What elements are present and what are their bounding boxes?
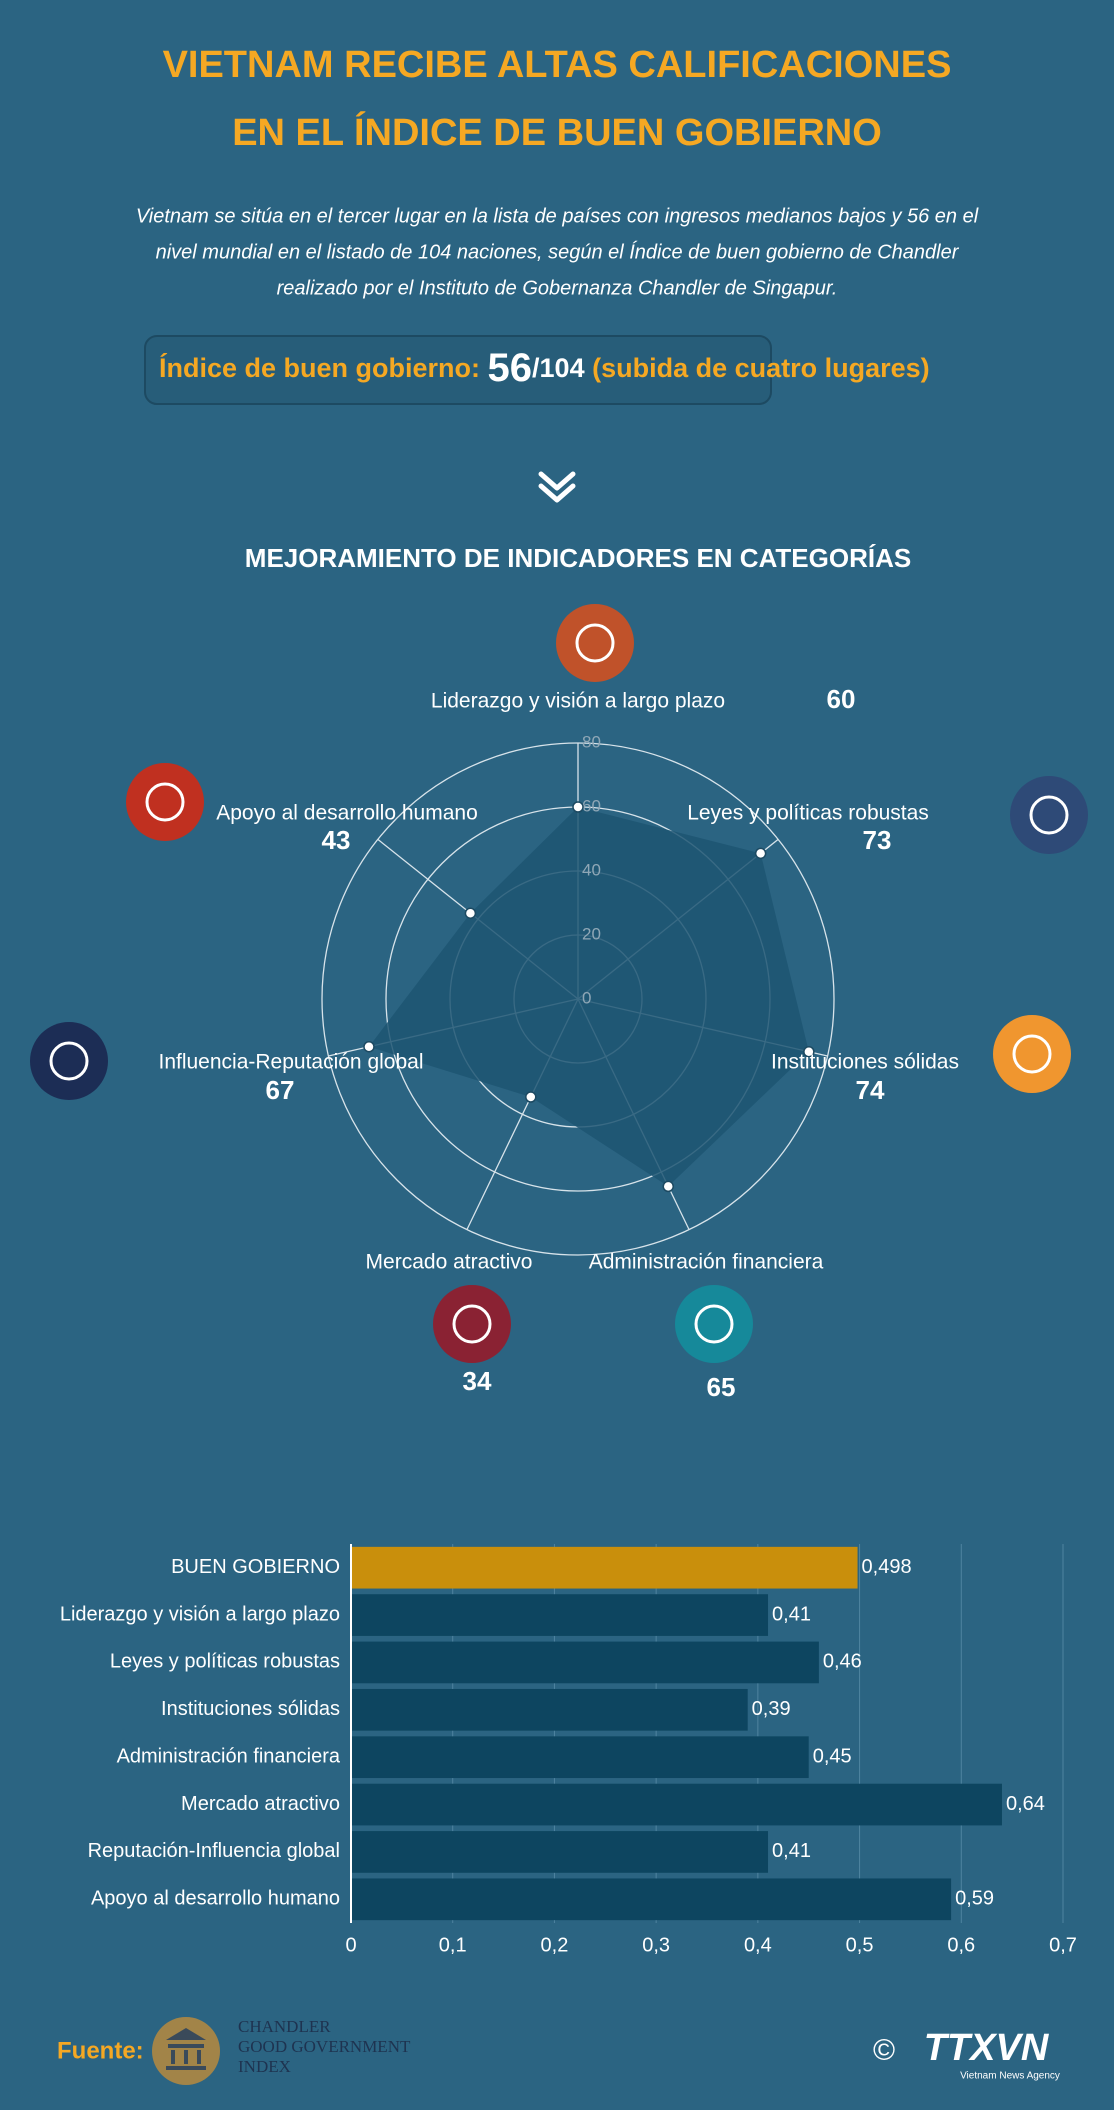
score-note: (subida de cuatro lugares): [592, 353, 930, 383]
value-label: 0,45: [813, 1745, 852, 1767]
radar-point: [803, 1045, 815, 1058]
value-label: 0,498: [862, 1556, 912, 1578]
x-tick-label: 0: [345, 1934, 356, 1956]
category-label: Instituciones sólidas: [771, 1051, 959, 1074]
x-tick-label: 0,7: [1049, 1934, 1077, 1956]
value-label: 73: [863, 825, 892, 855]
category-label: Administración financiera: [117, 1745, 341, 1767]
category-icon: [556, 604, 634, 682]
x-tick-label: 0,4: [744, 1934, 772, 1956]
category-label: Influencia-Reputación global: [158, 1051, 423, 1074]
category-label: Leyes y políticas robustas: [110, 1651, 340, 1673]
value-label: 34: [463, 1366, 492, 1396]
category-label: Liderazgo y visión a largo plazo: [431, 690, 725, 713]
x-tick-label: 0,2: [541, 1934, 569, 1956]
value-label: 0,59: [955, 1888, 994, 1910]
value-label: 67: [266, 1075, 295, 1105]
r-tick-label: 60: [582, 796, 601, 815]
x-tick-label: 0,1: [439, 1934, 467, 1956]
intro-line: realizado por el Instituto de Gobernanza…: [277, 277, 838, 299]
radar-area: [368, 807, 809, 1187]
category-icon: [126, 763, 204, 841]
value-label: 74: [856, 1075, 885, 1105]
category-icon-ring: [452, 1304, 492, 1344]
category-label: Administración financiera: [589, 1251, 824, 1274]
x-tick-label: 0,6: [947, 1934, 975, 1956]
score-total: /104: [532, 353, 585, 383]
value-label: 0,46: [823, 1651, 862, 1673]
bar: [351, 1641, 819, 1684]
category-icon-ring: [1029, 795, 1069, 835]
category-icon: [30, 1022, 108, 1100]
category-icon: [675, 1285, 753, 1363]
agency-sub: Vietnam News Agency: [960, 2071, 1060, 2082]
source-name: GOOD GOVERNMENT: [238, 2037, 411, 2056]
category-icon: [1010, 776, 1088, 854]
radar-title: MEJORAMIENTO DE INDICADORES EN CATEGORÍA…: [245, 543, 911, 573]
category-icon: [433, 1285, 511, 1363]
category-label: Liderazgo y visión a largo plazo: [60, 1603, 340, 1625]
agency: TTXVN: [924, 2027, 1050, 2069]
intro-line: nivel mundial en el listado de 104 nacio…: [156, 240, 960, 263]
category-icon-ring: [1012, 1034, 1052, 1074]
value-label: 0,41: [772, 1603, 811, 1625]
bar: [351, 1546, 858, 1589]
source-name: INDEX: [238, 2057, 291, 2076]
r-tick-label: 20: [582, 924, 601, 943]
value-label: 43: [322, 825, 351, 855]
source-logo-building: [166, 2028, 206, 2070]
source-label: Fuente:: [57, 2037, 144, 2064]
value-label: 65: [707, 1372, 736, 1402]
category-icon-ring: [575, 623, 615, 663]
radar-chart: 0 20 40 60 80 Liderazgo y visión a largo plaz…: [30, 604, 1088, 1402]
category-label: Leyes y políticas robustas: [687, 802, 929, 825]
score-box: [144, 335, 772, 405]
bar: [351, 1594, 769, 1636]
score-line: Índice de buen gobierno: 56/104 (subida …: [159, 346, 930, 390]
category-icon-ring: [694, 1304, 734, 1344]
category-label: Mercado atractivo: [181, 1793, 340, 1815]
value-label: 0,41: [772, 1840, 811, 1862]
value-label: 0,64: [1006, 1793, 1045, 1815]
category-icon-ring: [145, 782, 185, 822]
r-tick-label: 0: [582, 988, 591, 1007]
value-label: 0,39: [752, 1698, 791, 1720]
footer: Fuente: CHANDLER GOOD GOVERNMENT INDEX ©…: [57, 2017, 1060, 2085]
category-label: Apoyo al desarrollo humano: [91, 1888, 340, 1910]
chevron: [538, 471, 576, 503]
title-line: VIETNAM RECIBE ALTAS CALIFICACIONES: [163, 44, 952, 86]
copyright: ©: [873, 2034, 895, 2067]
radar-point: [572, 801, 584, 813]
radar-point: [662, 1180, 674, 1193]
category-label: Mercado atractivo: [366, 1251, 533, 1274]
value-label: 60: [827, 684, 856, 714]
radar-point: [363, 1040, 375, 1053]
x-tick-label: 0,3: [642, 1934, 670, 1956]
bar-chart: 0 0,1 0,2 0,3 0,4 0,5 0,6 0,7 BUEN GOBIERNO 0,498…: [60, 1544, 1077, 1956]
radar-point: [525, 1091, 537, 1103]
title-line: EN EL ÍNDICE DE BUEN GOBIERNO: [232, 110, 882, 154]
intro-line: Vietnam se sitúa en el tercer lugar en l…: [136, 205, 979, 227]
r-tick-label: 80: [582, 732, 601, 751]
bar: [351, 1688, 748, 1731]
x-tick-label: 0,5: [846, 1934, 874, 1956]
score-label: Índice de buen gobierno:: [159, 352, 480, 383]
bar: [351, 1878, 952, 1921]
source-name: CHANDLER: [238, 2017, 331, 2036]
r-tick-label: 40: [582, 860, 601, 879]
category-icon: [993, 1015, 1071, 1093]
bar: [351, 1783, 1002, 1826]
category-label: Apoyo al desarrollo humano: [216, 802, 478, 825]
bar: [351, 1831, 769, 1873]
category-label: BUEN GOBIERNO: [171, 1556, 340, 1578]
category-label: Reputación-Influencia global: [88, 1840, 340, 1862]
radar-point: [754, 847, 767, 860]
category-label: Instituciones sólidas: [161, 1698, 340, 1720]
category-icon-ring: [49, 1041, 89, 1081]
radar-point: [464, 907, 477, 919]
score-rank: 56: [488, 346, 533, 390]
bar: [351, 1736, 809, 1779]
